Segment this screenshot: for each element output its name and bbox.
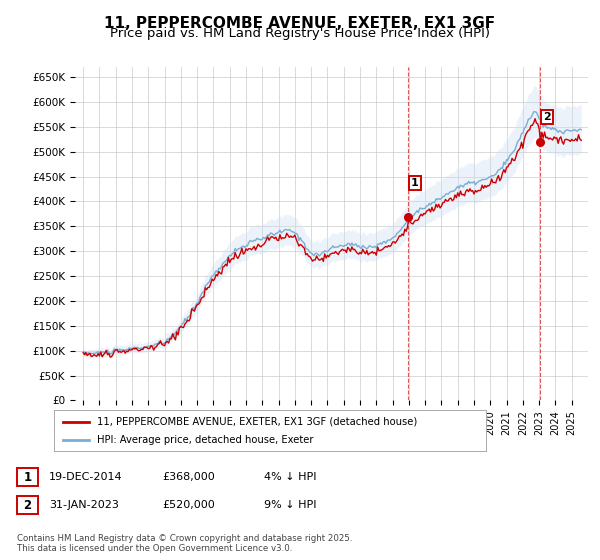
Text: £368,000: £368,000 <box>162 472 215 482</box>
Text: Contains HM Land Registry data © Crown copyright and database right 2025.
This d: Contains HM Land Registry data © Crown c… <box>17 534 352 553</box>
Text: 2: 2 <box>543 112 551 122</box>
Text: Price paid vs. HM Land Registry's House Price Index (HPI): Price paid vs. HM Land Registry's House … <box>110 27 490 40</box>
Text: 31-JAN-2023: 31-JAN-2023 <box>49 500 119 510</box>
Text: HPI: Average price, detached house, Exeter: HPI: Average price, detached house, Exet… <box>97 435 314 445</box>
Text: 2: 2 <box>23 498 32 512</box>
Text: 11, PEPPERCOMBE AVENUE, EXETER, EX1 3GF: 11, PEPPERCOMBE AVENUE, EXETER, EX1 3GF <box>104 16 496 31</box>
Text: 9% ↓ HPI: 9% ↓ HPI <box>264 500 317 510</box>
Text: 11, PEPPERCOMBE AVENUE, EXETER, EX1 3GF (detached house): 11, PEPPERCOMBE AVENUE, EXETER, EX1 3GF … <box>97 417 418 427</box>
Text: 1: 1 <box>411 178 419 188</box>
Text: £520,000: £520,000 <box>162 500 215 510</box>
Text: 1: 1 <box>23 470 32 484</box>
Text: 4% ↓ HPI: 4% ↓ HPI <box>264 472 317 482</box>
Text: 19-DEC-2014: 19-DEC-2014 <box>49 472 123 482</box>
